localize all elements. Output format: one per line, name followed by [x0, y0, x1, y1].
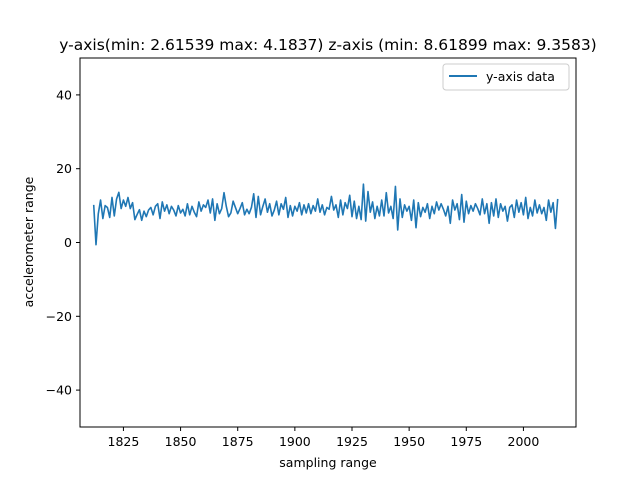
x-tick-label: 1850 [165, 434, 197, 449]
x-tick-label: 2000 [508, 434, 540, 449]
x-tick-label: 1875 [222, 434, 254, 449]
legend: y-axis data [442, 63, 570, 91]
y-tick-label: −40 [46, 383, 72, 398]
y-axis-label: accelerometer range [21, 176, 36, 307]
x-tick-label: 1950 [393, 434, 425, 449]
x-tick-label: 1825 [108, 434, 140, 449]
plot-frame [79, 57, 577, 428]
legend-label: y-axis data [486, 69, 555, 84]
series-line-y-axis-data [92, 183, 559, 246]
y-tick-label: 40 [56, 87, 72, 102]
x-tick-label: 1925 [336, 434, 368, 449]
y-tick-label: 0 [64, 235, 72, 250]
x-tick-label: 1975 [450, 434, 482, 449]
x-axis-ticks: 1825 1850 1875 1900 1925 1950 1975 2000 [108, 427, 540, 449]
plot-area: 1825 1850 1875 1900 1925 1950 1975 2000 −40 −20 0… [46, 57, 577, 449]
chart-title: y-axis(min: 2.61539 max: 4.1837) z-axis … [59, 36, 596, 54]
y-axis-ticks: −40 −20 0 20 40 [46, 87, 80, 398]
x-axis-label: sampling range [279, 455, 377, 470]
y-tick-label: 20 [56, 161, 72, 176]
legend-box [442, 63, 570, 91]
y-tick-label: −20 [46, 309, 72, 324]
x-tick-label: 1900 [279, 434, 311, 449]
